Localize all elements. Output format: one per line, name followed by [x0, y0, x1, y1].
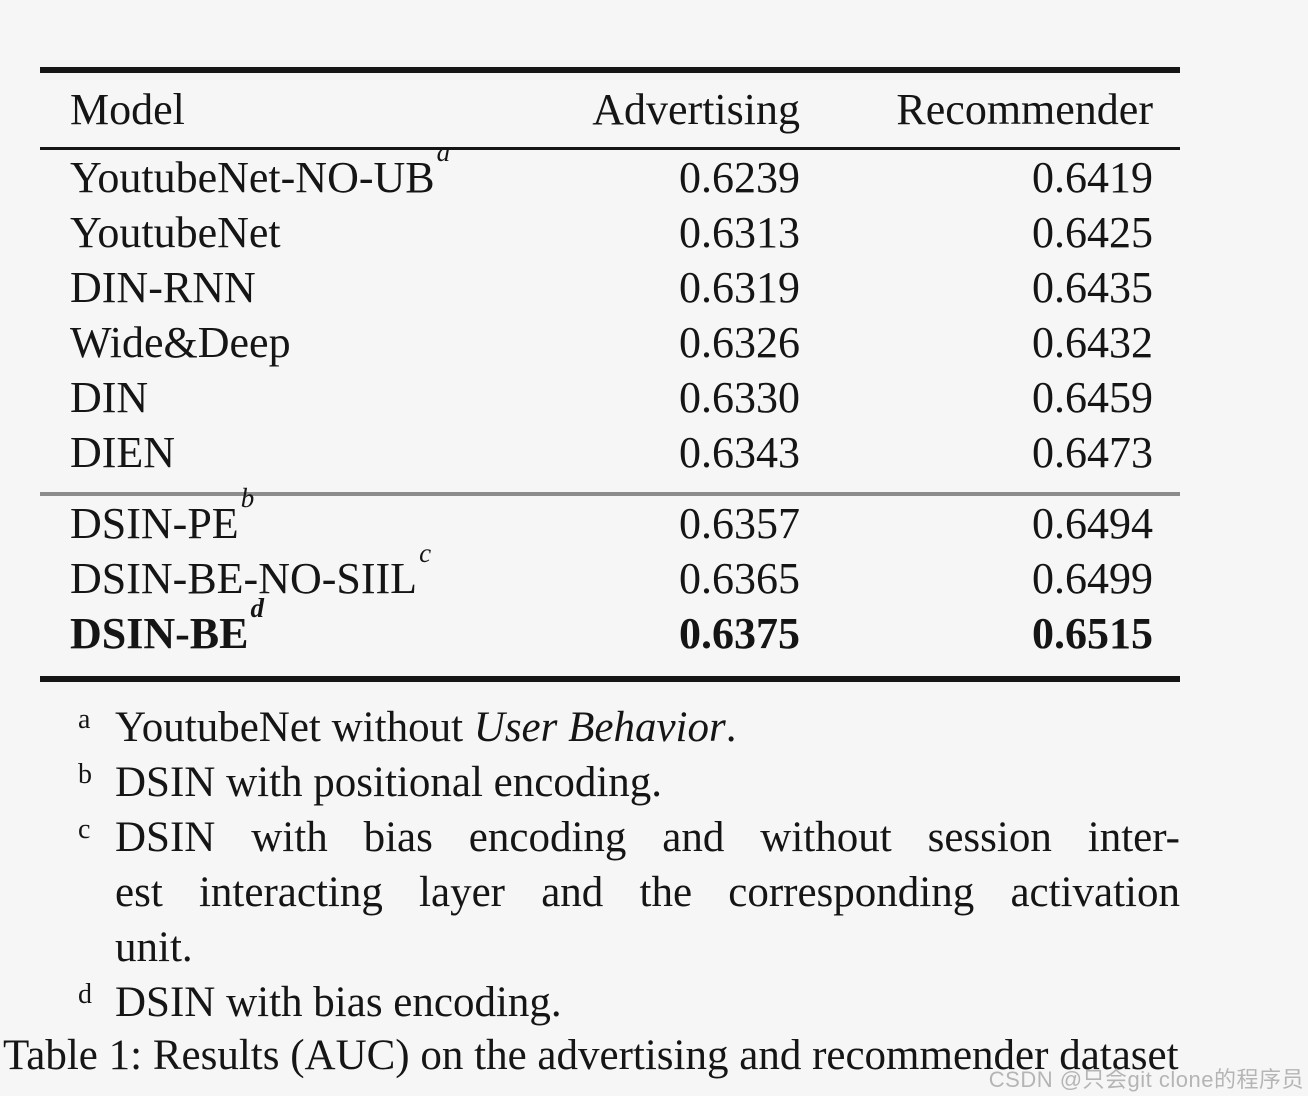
footnote-c: c DSIN with bias encoding and without se… — [0, 810, 1180, 975]
table-row: Wide&Deep 0.6326 0.6432 — [40, 315, 1180, 370]
model-name: DIEN — [70, 425, 550, 480]
advertising-value: 0.6343 — [679, 428, 800, 477]
advertising-value: 0.6330 — [679, 373, 800, 422]
table-row: DSIN-BE-NO-SIILc 0.6365 0.6499 — [40, 540, 1180, 606]
table-top-rule — [40, 67, 1180, 73]
footnote-d: d DSIN with bias encoding. — [0, 975, 1180, 1030]
table-row: DIN 0.6330 0.6459 — [40, 370, 1180, 425]
recommender-value: 0.6473 — [1032, 428, 1153, 477]
advertising-value: 0.6375 — [679, 609, 800, 658]
advertising-value: 0.6313 — [679, 208, 800, 257]
model-name-text: DIN-RNN — [70, 263, 256, 312]
model-superscript: a — [436, 137, 451, 168]
footnote-text: DSIN with bias encoding. — [115, 979, 562, 1026]
model-name: DIN-RNN — [70, 260, 550, 315]
header-rule — [40, 147, 1180, 150]
footnotes: a YoutubeNet without User Behavior. b DS… — [0, 700, 1180, 1030]
footnote-marker: c — [78, 814, 91, 845]
model-superscript: b — [240, 483, 255, 514]
footnote-a: a YoutubeNet without User Behavior. — [0, 700, 1180, 755]
footnote-marker: d — [78, 979, 92, 1010]
footnote-italic-term: User Behavior — [473, 704, 726, 751]
table-row: YoutubeNet 0.6313 0.6425 — [40, 205, 1180, 260]
model-superscript: d — [250, 593, 265, 624]
table-caption: Table 1: Results (AUC) on the advertisin… — [3, 1032, 1179, 1079]
model-name-text: DSIN-PE — [70, 499, 239, 548]
table-row-best: DSIN-BEd 0.6375 0.6515 — [40, 595, 1180, 661]
recommender-value: 0.6499 — [1032, 554, 1153, 603]
footnote-text-line: unit. — [115, 924, 193, 971]
model-name-text: DSIN-BE-NO-SIIL — [70, 554, 418, 603]
recommender-value: 0.6419 — [1032, 153, 1153, 202]
table-row: DIN-RNN 0.6319 0.6435 — [40, 260, 1180, 315]
model-name: DSIN-PEb — [70, 485, 550, 551]
column-header-recommender: Recommender — [896, 85, 1153, 134]
recommender-value: 0.6459 — [1032, 373, 1153, 422]
model-name: DSIN-BE-NO-SIILc — [70, 540, 550, 606]
model-name-text: YoutubeNet — [70, 208, 281, 257]
model-name: DIN — [70, 370, 550, 425]
advertising-value: 0.6319 — [679, 263, 800, 312]
footnote-text: YoutubeNet without User Behavior. — [115, 704, 737, 751]
advertising-value: 0.6326 — [679, 318, 800, 367]
recommender-value: 0.6494 — [1032, 499, 1153, 548]
model-name: YoutubeNet — [70, 205, 550, 260]
model-name: YoutubeNet-NO-UBa — [70, 139, 550, 205]
footnote-text: DSIN with positional encoding. — [115, 759, 663, 806]
results-table: Model Advertising Recommender YoutubeNet… — [40, 67, 1180, 682]
advertising-value: 0.6357 — [679, 499, 800, 548]
table-header-row: Model Advertising Recommender — [40, 73, 1180, 147]
model-name-text: DIN — [70, 373, 149, 422]
model-name: Wide&Deep — [70, 315, 550, 370]
table-row: DIEN 0.6343 0.6473 — [40, 425, 1180, 480]
column-header-model: Model — [70, 85, 185, 134]
table-row: YoutubeNet-NO-UBa 0.6239 0.6419 — [40, 139, 1180, 205]
advertising-value: 0.6365 — [679, 554, 800, 603]
footnote-marker: a — [78, 704, 91, 735]
model-name-text: Wide&Deep — [70, 318, 291, 367]
model-name: DSIN-BEd — [70, 595, 550, 661]
model-superscript: c — [419, 538, 432, 569]
section-divider-rule — [40, 492, 1180, 496]
footnote-text-line: DSIN with bias encoding and without sess… — [115, 814, 1180, 861]
model-name-text: DIEN — [70, 428, 176, 477]
model-name-text: YoutubeNet-NO-UB — [70, 153, 435, 202]
advertising-value: 0.6239 — [679, 153, 800, 202]
footnote-marker: b — [78, 759, 92, 790]
recommender-value: 0.6425 — [1032, 208, 1153, 257]
recommender-value: 0.6432 — [1032, 318, 1153, 367]
footnote-text-line: est interacting layer and the correspond… — [115, 869, 1180, 916]
footnote-b: b DSIN with positional encoding. — [0, 755, 1180, 810]
table-bottom-rule — [40, 676, 1180, 682]
table-row: DSIN-PEb 0.6357 0.6494 — [40, 485, 1180, 551]
recommender-value: 0.6515 — [1032, 609, 1153, 658]
model-name-text: DSIN-BE — [70, 609, 249, 658]
recommender-value: 0.6435 — [1032, 263, 1153, 312]
column-header-advertising: Advertising — [592, 85, 800, 134]
watermark: CSDN @只会git clone的程序员 — [988, 1067, 1304, 1092]
